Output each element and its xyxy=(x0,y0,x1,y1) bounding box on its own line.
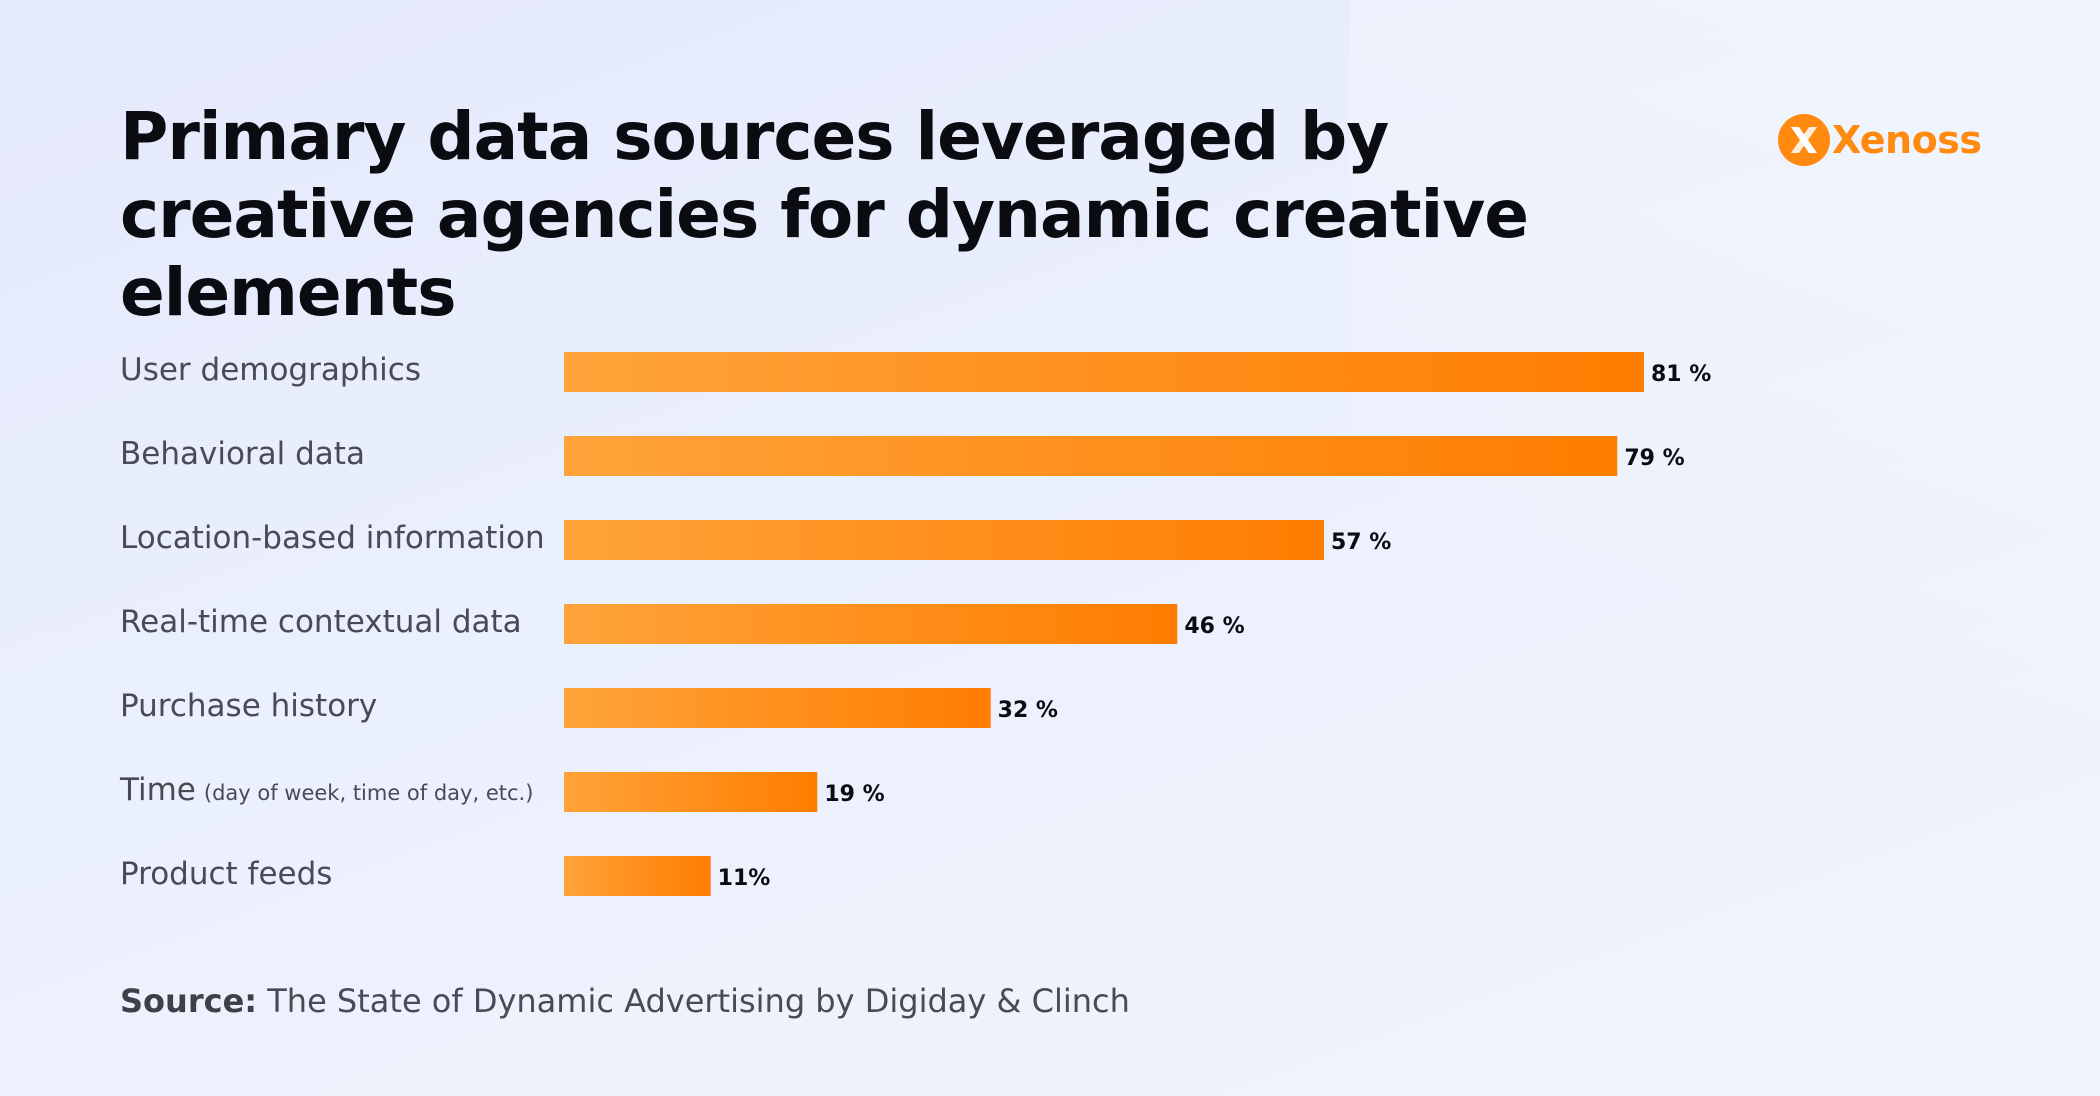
xenoss-logo: Xenoss xyxy=(1778,112,1982,168)
bar-chart: User demographics 81 % Behavioral data 79 %… xyxy=(119,352,1711,896)
category-label-text: Purchase history xyxy=(120,688,377,724)
category-label: Product feeds xyxy=(120,856,332,892)
category-label: Time (day of week, time of day, etc.) xyxy=(119,772,533,808)
category-label: Real-time contextual data xyxy=(120,604,522,640)
category-note: (day of week, time of day, etc.) xyxy=(204,781,534,805)
category-label-text: Time xyxy=(119,772,196,808)
value-label: 81 % xyxy=(1651,362,1711,387)
logo-text: Xenoss xyxy=(1832,118,1982,162)
value-label: 11% xyxy=(718,866,771,891)
category-label-text: Behavioral data xyxy=(120,436,365,472)
bar xyxy=(564,520,1324,560)
source-text: The State of Dynamic Advertising by Digi… xyxy=(267,982,1130,1020)
category-label-text: Product feeds xyxy=(120,856,332,892)
source-label: Source: xyxy=(120,982,258,1020)
value-label: 32 % xyxy=(998,698,1058,723)
value-label: 79 % xyxy=(1624,446,1684,471)
value-label: 57 % xyxy=(1331,530,1391,555)
value-label: 46 % xyxy=(1184,614,1244,639)
category-label: Behavioral data xyxy=(120,436,365,472)
category-label: User demographics xyxy=(120,352,421,388)
bar xyxy=(564,688,991,728)
category-label-text: User demographics xyxy=(120,352,421,388)
chart-title: Primary data sources leveraged by creati… xyxy=(120,98,1529,331)
category-label: Location-based information xyxy=(120,520,545,556)
bar xyxy=(564,436,1618,476)
source-note: Source: The State of Dynamic Advertising… xyxy=(120,982,1130,1020)
category-label-text: Location-based information xyxy=(120,520,545,556)
value-label: 19 % xyxy=(824,782,884,807)
bar xyxy=(564,352,1644,392)
category-label-text: Real-time contextual data xyxy=(120,604,522,640)
bar xyxy=(564,856,711,896)
xenoss-logo-icon xyxy=(1778,114,1830,166)
category-label: Purchase history xyxy=(120,688,377,724)
bar xyxy=(564,772,818,812)
bar xyxy=(564,604,1178,644)
